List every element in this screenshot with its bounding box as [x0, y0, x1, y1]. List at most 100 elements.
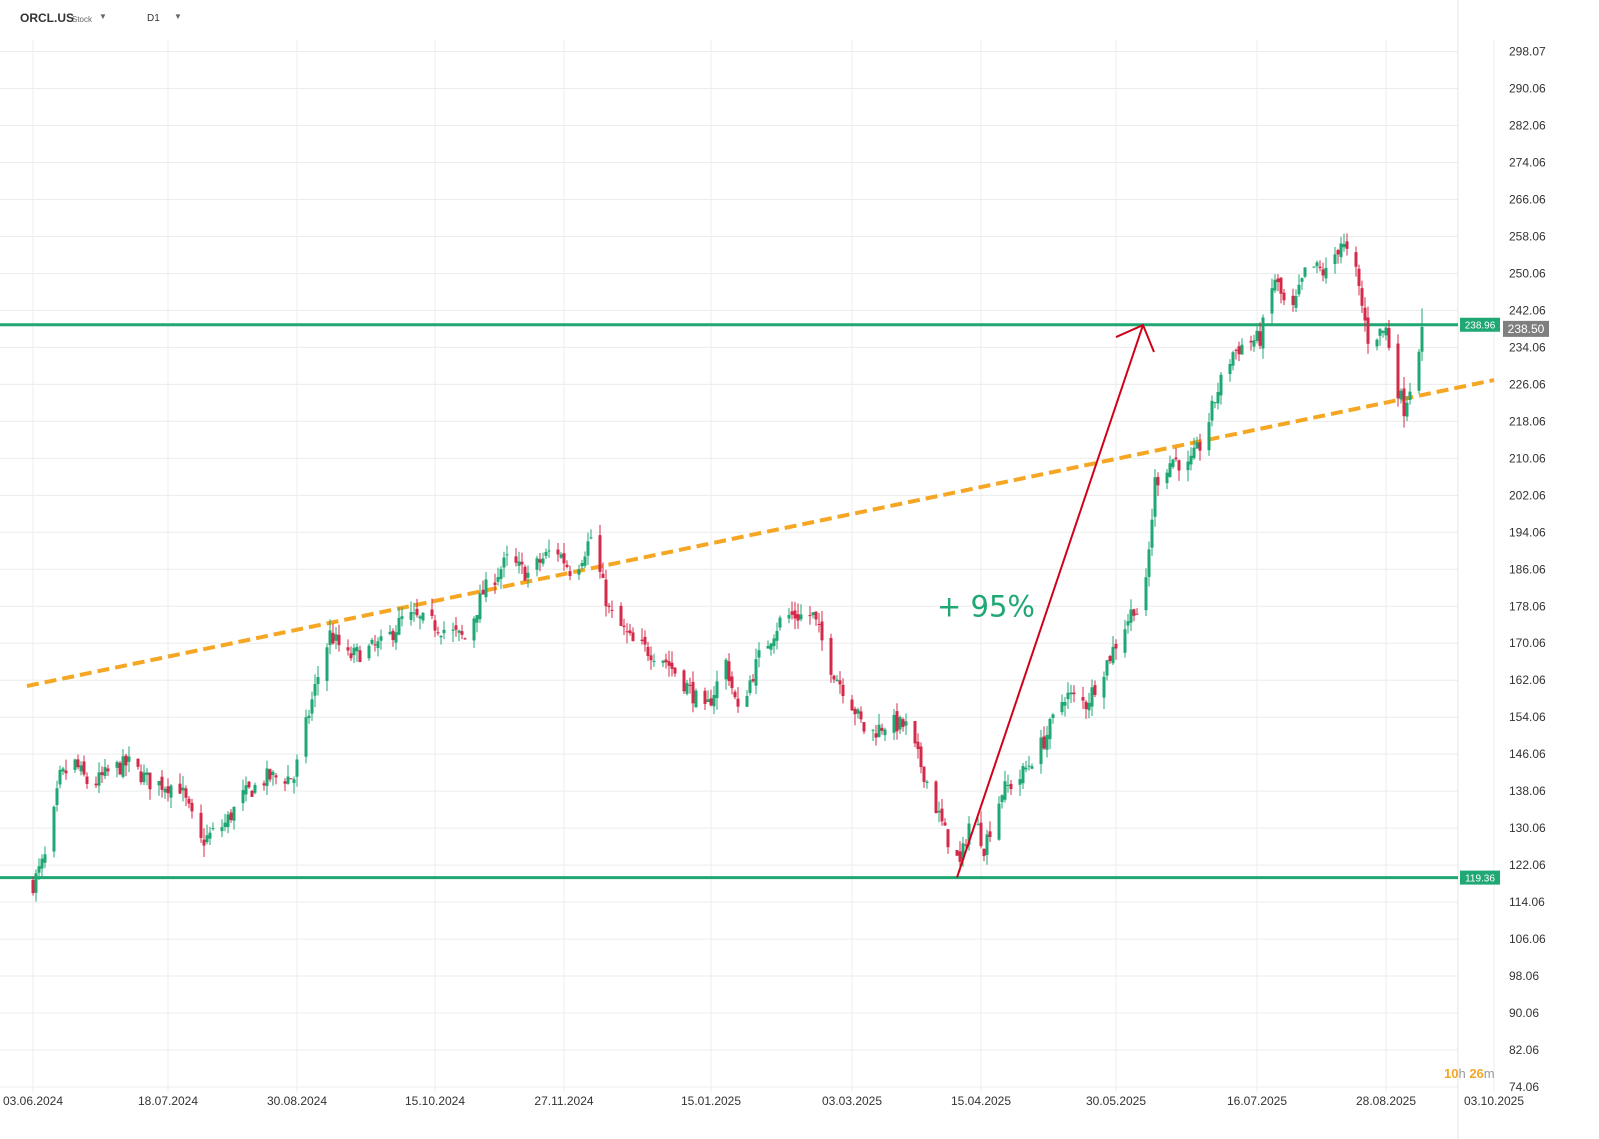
candle-up [1126, 613, 1130, 634]
candle-down [955, 849, 959, 857]
candle-up [1375, 338, 1379, 351]
candle-up [1051, 713, 1055, 724]
candle-up [748, 675, 752, 696]
candle-up [1252, 334, 1256, 352]
candle-down [562, 543, 566, 571]
candle-down [1132, 608, 1136, 622]
candle-up [127, 746, 131, 773]
timeframe-label[interactable]: D1 [147, 13, 160, 24]
y-tick-label: 98.06 [1509, 969, 1539, 983]
y-tick-label: 162.06 [1509, 673, 1546, 687]
candle-up [1105, 659, 1109, 681]
candle-up [121, 749, 125, 779]
candle-down [862, 722, 866, 735]
candle-down [1198, 433, 1202, 461]
candle-down [160, 770, 164, 798]
candle-up [1405, 396, 1409, 422]
candle-up [1213, 401, 1217, 409]
candle-up [1300, 277, 1304, 290]
timeframe-dropdown-icon[interactable]: ▼ [174, 12, 182, 21]
candle-down [808, 606, 812, 625]
level-label-box [1460, 870, 1500, 885]
candle-up [694, 688, 698, 708]
candle-down [1279, 276, 1283, 304]
y-tick-label: 90.06 [1509, 1006, 1539, 1020]
x-tick-label: 16.07.2025 [1227, 1094, 1287, 1108]
candle-up [271, 770, 275, 786]
candle-up [586, 532, 590, 565]
candle-up [244, 776, 248, 802]
candle-up [1261, 314, 1265, 359]
candle-down [622, 618, 626, 636]
candle-up [205, 824, 209, 845]
candle-up [352, 643, 356, 664]
candle-down [901, 717, 905, 732]
candle-down [184, 785, 188, 807]
y-tick-label: 218.06 [1509, 414, 1546, 428]
symbol-label[interactable]: ORCL.US [20, 11, 74, 25]
candle-up [1168, 455, 1172, 478]
candle-up [577, 564, 581, 580]
candle-up [1195, 436, 1199, 449]
y-tick-label: 250.06 [1509, 266, 1546, 280]
x-tick-label: 30.05.2025 [1086, 1094, 1146, 1108]
candle-down [946, 828, 950, 854]
candle-down [1396, 334, 1400, 407]
candle-up [1006, 774, 1010, 793]
x-tick-label: 15.10.2024 [405, 1094, 465, 1108]
candle-up [724, 657, 728, 690]
candle-up [316, 665, 320, 696]
candle-down [598, 524, 602, 579]
candle-down [988, 821, 992, 843]
candle-up [997, 796, 1001, 841]
candle-down [523, 564, 527, 581]
trendline-layer [26, 378, 1495, 689]
candle-down [919, 742, 923, 774]
candle-up [1147, 541, 1151, 587]
candle-down [82, 755, 86, 777]
candle-up [496, 567, 500, 586]
candle-down [106, 764, 110, 776]
candle-down [649, 646, 653, 670]
candle-up [397, 607, 401, 636]
candle-down [793, 601, 797, 630]
candle-down [463, 637, 467, 640]
level-label-box [1460, 317, 1500, 332]
candle-up [1021, 762, 1025, 790]
candle-up [745, 690, 749, 707]
candle-down [1234, 348, 1238, 360]
candle-down [1009, 779, 1013, 796]
candle-down [1357, 264, 1361, 296]
candle-up [439, 634, 443, 645]
candle-down [454, 617, 458, 637]
candle-up [1069, 684, 1073, 703]
candle-down [790, 601, 794, 620]
y-tick-label: 210.06 [1509, 451, 1546, 465]
candle-up [43, 846, 47, 869]
y-tick-label: 170.06 [1509, 636, 1546, 650]
candle-down [415, 598, 419, 618]
candle-down [1402, 376, 1406, 428]
candle-down [481, 580, 485, 595]
candle-up [1060, 694, 1064, 716]
candle-up [883, 727, 887, 742]
chart-toolbar: ORCL.US Stock ▼ D1 ▼ [0, 0, 1599, 36]
candle-up [223, 813, 227, 832]
candle-down [1276, 274, 1280, 292]
candle-down [190, 798, 194, 819]
candle-down [859, 706, 863, 723]
candle-up [589, 529, 593, 540]
symbol-dropdown-icon[interactable]: ▼ [99, 12, 107, 21]
candle-up [799, 604, 803, 622]
candles-layer [31, 233, 1424, 902]
candle-down [625, 623, 629, 644]
candle-up [712, 686, 716, 715]
candle-down [118, 761, 122, 776]
candle-up [856, 707, 860, 719]
candle-up [370, 637, 374, 646]
candle-up [517, 551, 521, 574]
candle-up [1003, 770, 1007, 803]
candle-down [337, 624, 341, 652]
candle-up [754, 648, 758, 694]
